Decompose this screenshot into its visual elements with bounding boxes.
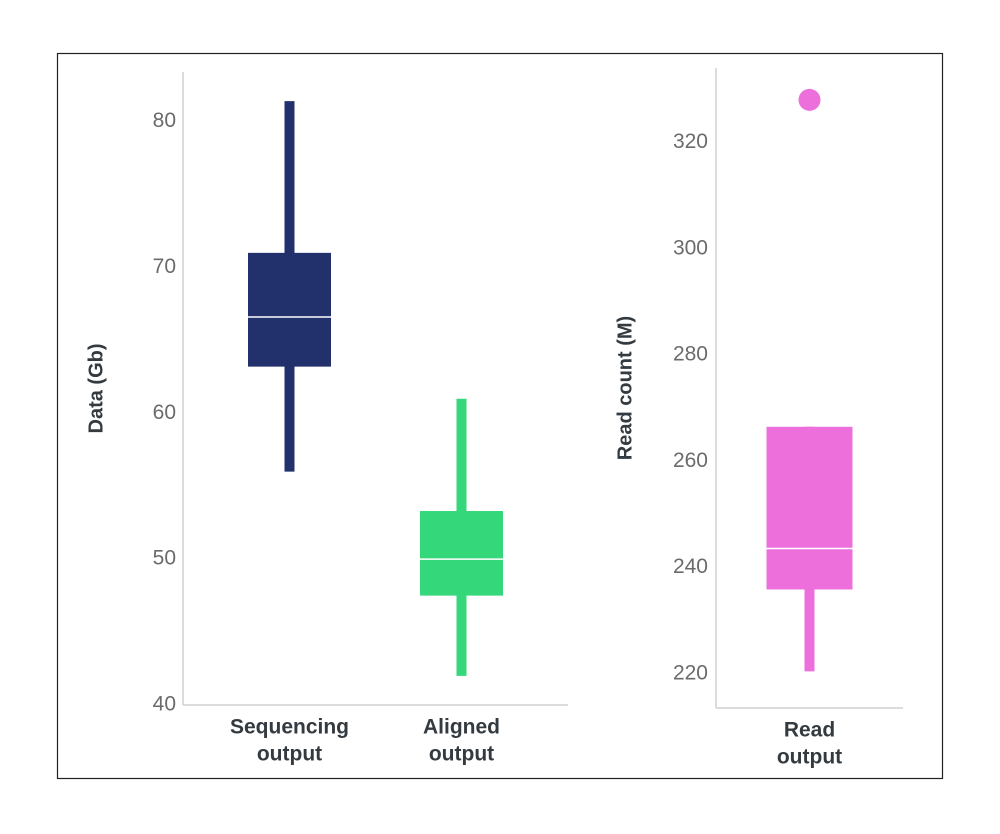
y-tick-label: 60 [153, 401, 176, 424]
box [248, 252, 331, 367]
y-tick-label: 50 [153, 547, 176, 570]
box [766, 426, 853, 590]
y-tick-label: 280 [673, 343, 708, 366]
box [420, 511, 503, 596]
outlier [798, 88, 821, 111]
y-tick-label: 300 [673, 236, 708, 259]
y-tick-label: 70 [153, 255, 176, 278]
y-tick-label: 40 [153, 693, 176, 716]
y-tick-label: 220 [673, 662, 708, 685]
x-tick-label: Read [784, 719, 835, 742]
y-axis-label: Read count (M) [614, 316, 636, 460]
x-tick-label: output [257, 743, 322, 766]
x-tick-label: Sequencing [230, 716, 349, 739]
y-tick-label: 320 [673, 130, 708, 153]
y-tick-label: 80 [153, 109, 176, 132]
y-tick-label: 240 [673, 555, 708, 578]
x-tick-label: Aligned [423, 716, 500, 739]
y-axis-label: Data (Gb) [85, 344, 107, 434]
y-tick-label: 260 [673, 449, 708, 472]
x-tick-label: output [429, 743, 494, 766]
frame [56, 52, 944, 780]
x-tick-label: output [777, 746, 842, 769]
